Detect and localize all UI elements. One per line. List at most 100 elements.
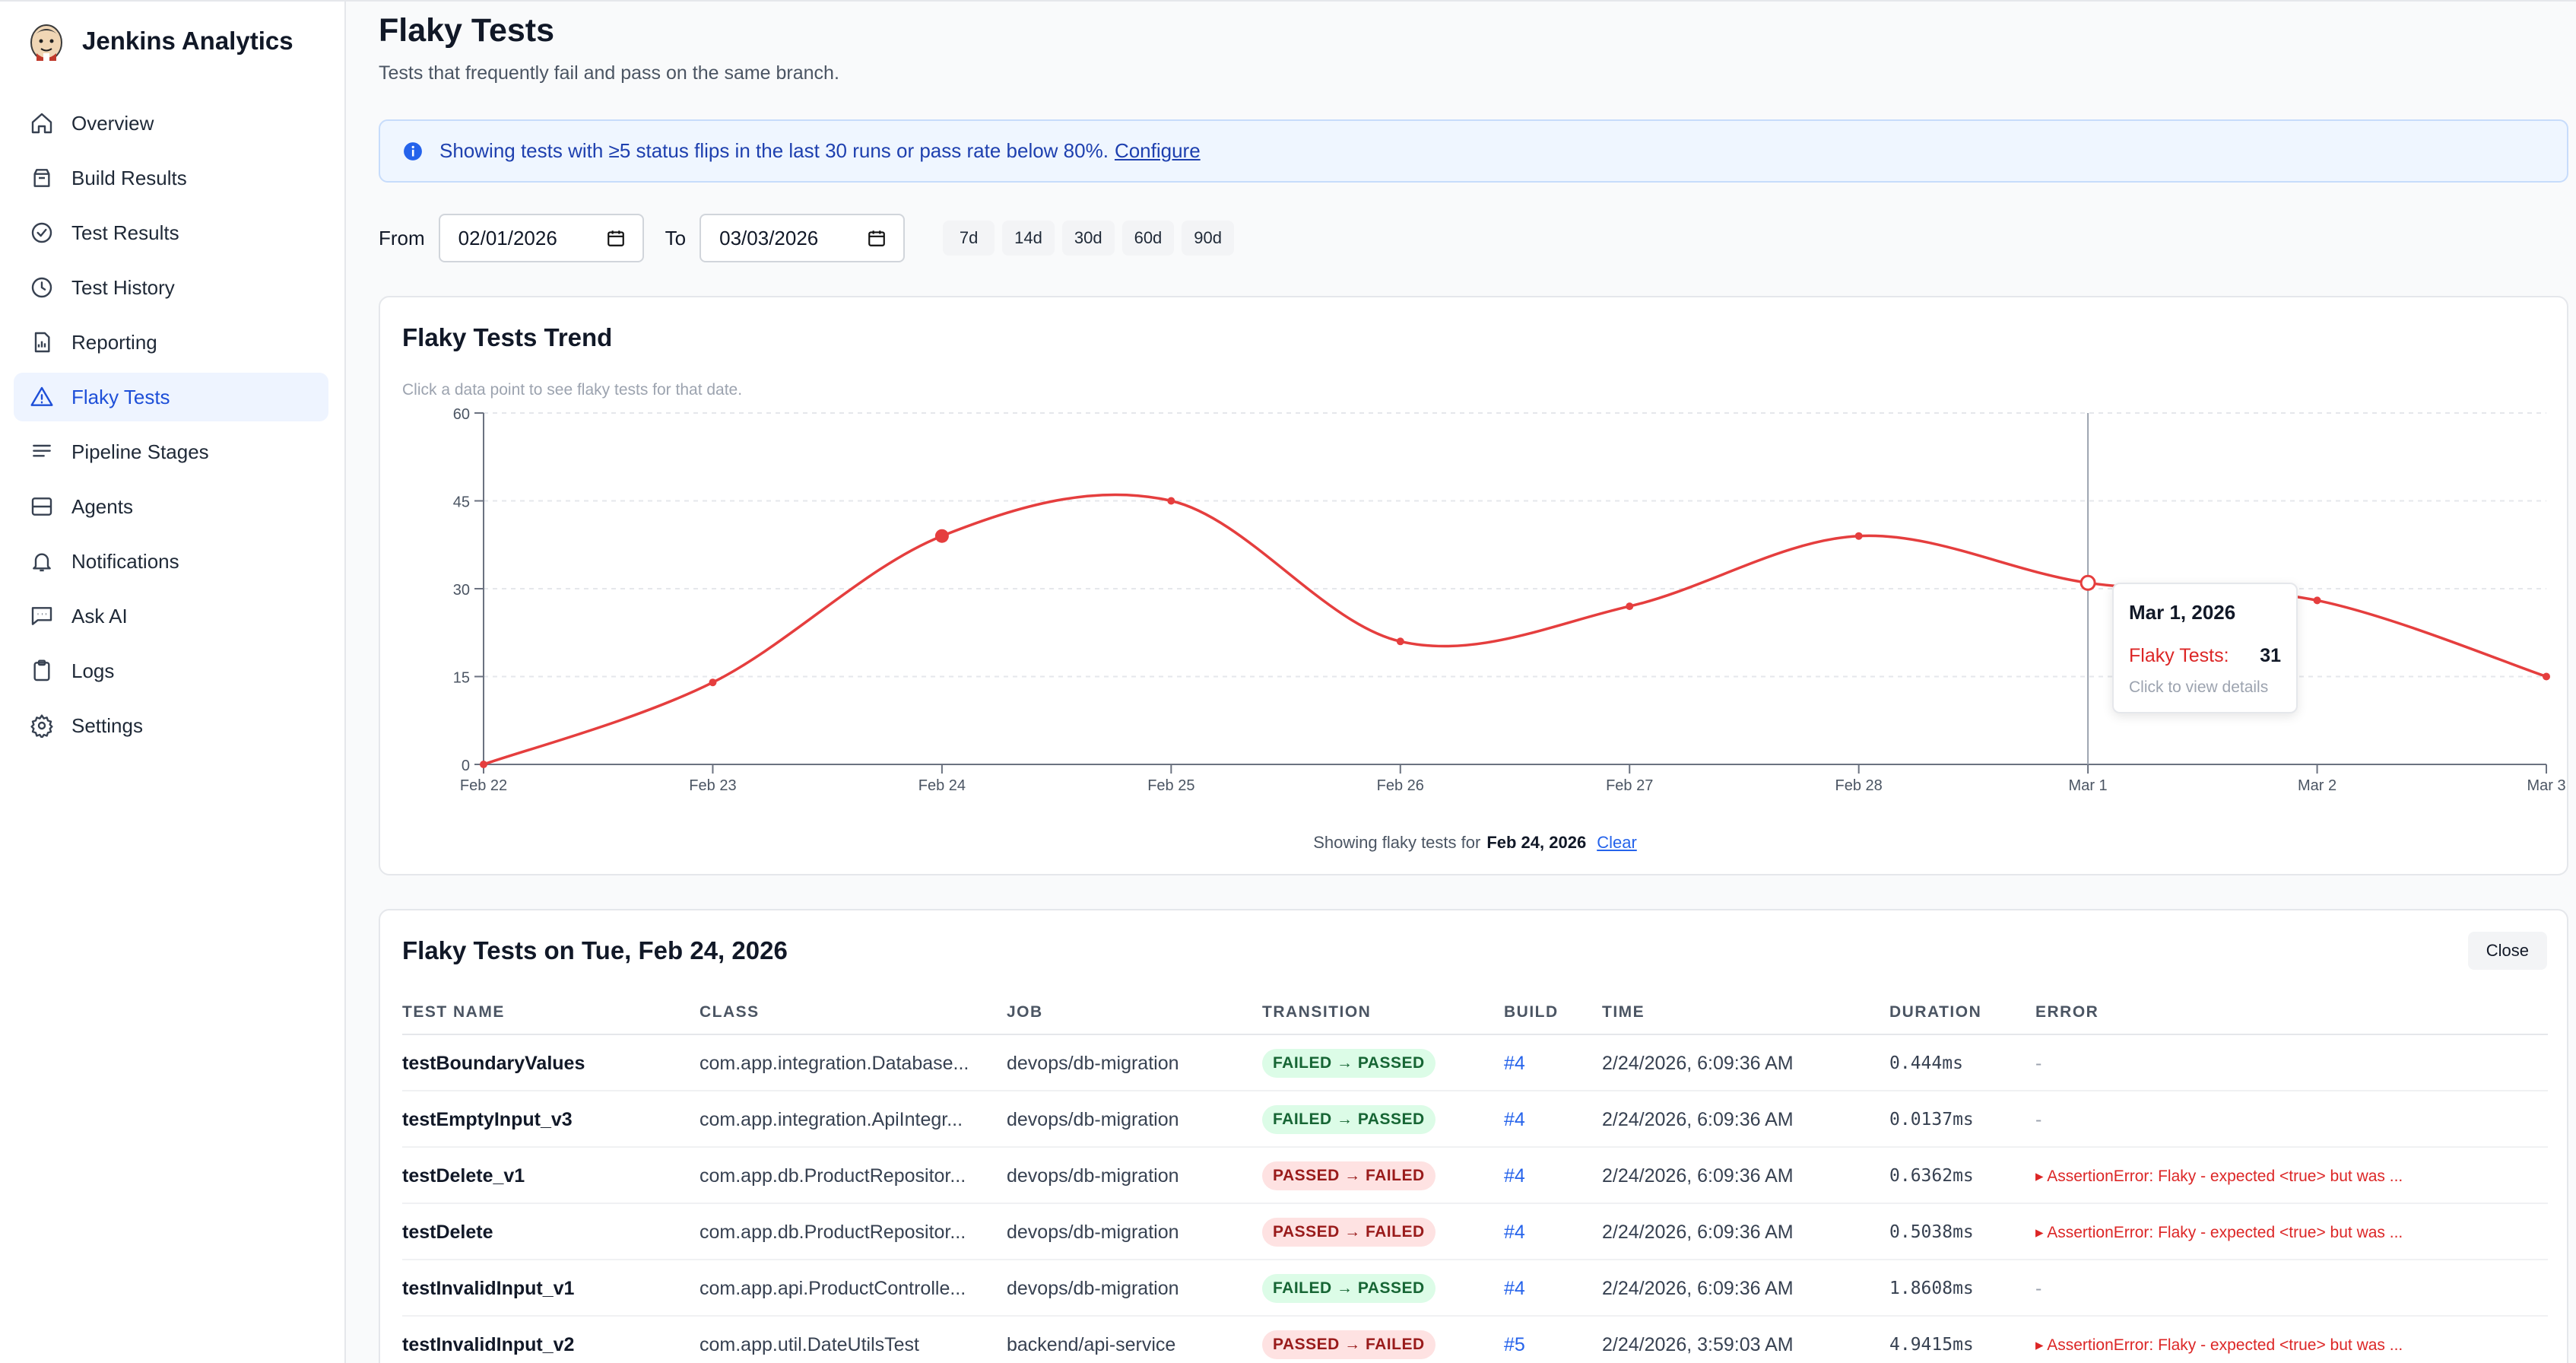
banner-text: Showing tests with ≥5 status flips in th… [439, 139, 1109, 162]
to-date-input[interactable]: 03/03/2026 [700, 214, 906, 262]
sidebar-item-flaky-tests[interactable]: Flaky Tests [14, 373, 328, 421]
build-link[interactable]: #4 [1504, 1164, 1525, 1187]
table-row[interactable]: testDelete com.app.db.ProductRepositor...… [402, 1204, 2548, 1260]
sidebar-item-reporting[interactable]: Reporting [14, 318, 328, 367]
sidebar-item-settings[interactable]: Settings [14, 701, 328, 750]
build-link[interactable]: #5 [1504, 1333, 1525, 1355]
header-test-name[interactable]: TEST NAME [402, 1003, 505, 1021]
test-name-cell: testDelete_v1 [402, 1164, 525, 1187]
sidebar-item-ask-ai[interactable]: Ask AI [14, 592, 328, 640]
chart-hint: Click a data point to see flaky tests fo… [402, 381, 743, 399]
header-build[interactable]: BUILD [1504, 1003, 1559, 1021]
sidebar-item-label: Logs [71, 659, 115, 682]
gear-icon [29, 713, 55, 739]
report-icon [29, 329, 55, 355]
data-point[interactable] [709, 678, 717, 687]
class-cell: com.app.integration.Database... [700, 1052, 969, 1074]
chart-selection-footer: Showing flaky tests for Feb 24, 2026 Clear [380, 833, 2570, 853]
data-point[interactable] [480, 761, 487, 768]
sidebar-item-notifications[interactable]: Notifications [14, 537, 328, 586]
sidebar-item-agents[interactable]: Agents [14, 482, 328, 531]
sidebar-item-label: Agents [71, 494, 133, 518]
app-title: Jenkins Analytics [82, 27, 293, 55]
from-date-input[interactable]: 02/01/2026 [438, 214, 644, 262]
calendar-icon[interactable] [606, 228, 626, 248]
data-point[interactable] [1626, 602, 1634, 611]
error-cell: ▸ AssertionError: Flaky - expected <true… [2035, 1223, 2403, 1241]
sidebar-item-label: Flaky Tests [71, 385, 170, 408]
data-point[interactable] [2313, 596, 2321, 605]
chart-tooltip: Mar 1, 2026 Flaky Tests: 31 Click to vie… [2112, 583, 2298, 713]
sidebar-item-label: Test Results [71, 221, 179, 244]
data-point-selected[interactable] [934, 529, 949, 543]
duration-cell: 0.0137ms [1889, 1110, 1974, 1129]
sidebar-item-test-results[interactable]: Test Results [14, 208, 328, 257]
warning-triangle-icon [29, 384, 55, 410]
table-row[interactable]: testEmptyInput_v3 com.app.integration.Api… [402, 1091, 2548, 1148]
sidebar-item-label: Reporting [71, 330, 157, 354]
sidebar-item-overview[interactable]: Overview [14, 99, 328, 148]
selection-date: Feb 24, 2026 [1486, 833, 1587, 852]
time-cell: 2/24/2026, 6:09:36 AM [1602, 1164, 1794, 1187]
build-link[interactable]: #4 [1504, 1108, 1525, 1130]
transition-badge: PASSED → FAILED [1262, 1330, 1436, 1359]
sidebar-item-label: Test History [71, 275, 175, 299]
preset-30d-button[interactable]: 30d [1061, 221, 1115, 256]
duration-cell: 0.5038ms [1889, 1222, 1974, 1242]
data-point-hovered[interactable] [2080, 574, 2096, 591]
sidebar-item-pipeline-stages[interactable]: Pipeline Stages [14, 427, 328, 476]
tooltip-value: 31 [2260, 645, 2281, 666]
sidebar-item-label: Overview [71, 111, 154, 135]
error-cell: - [2035, 1108, 2042, 1130]
close-button[interactable]: Close [2467, 932, 2547, 970]
flaky-tests-table: TEST NAME CLASS JOB TRANSITION BUILD TIM… [402, 987, 2548, 1363]
calendar-icon[interactable] [867, 228, 887, 248]
flaky-trend-chart[interactable]: 0 15 30 45 60 Feb 22 Feb 23 Feb 24 Feb 25 Feb 26 F… [380, 404, 2570, 799]
build-link[interactable]: #4 [1504, 1277, 1525, 1299]
x-tick-label: Feb 24 [918, 777, 966, 794]
table-row[interactable]: testBoundaryValues com.app.integration.Da… [402, 1035, 2548, 1091]
table-row[interactable]: testDelete_v1 com.app.db.ProductRepositor… [402, 1148, 2548, 1204]
page-title: Flaky Tests [379, 12, 555, 49]
time-cell: 2/24/2026, 6:09:36 AM [1602, 1108, 1794, 1130]
table-row[interactable]: testInvalidInput_v1 com.app.api.ProductCo… [402, 1260, 2548, 1317]
error-cell: ▸ AssertionError: Flaky - expected <true… [2035, 1336, 2403, 1354]
header-duration[interactable]: DURATION [1889, 1003, 1982, 1021]
data-point[interactable] [1854, 532, 1863, 540]
header-transition[interactable]: TRANSITION [1262, 1003, 1372, 1021]
preset-60d-button[interactable]: 60d [1121, 221, 1175, 256]
sidebar-item-test-history[interactable]: Test History [14, 263, 328, 312]
header-time[interactable]: TIME [1602, 1003, 1645, 1021]
package-icon [29, 165, 55, 191]
job-cell: devops/db-migration [1007, 1164, 1179, 1187]
time-cell: 2/24/2026, 6:09:36 AM [1602, 1221, 1794, 1243]
sidebar-item-logs[interactable]: Logs [14, 647, 328, 695]
configure-link[interactable]: Configure [1114, 139, 1201, 162]
preset-14d-button[interactable]: 14d [1002, 221, 1055, 256]
time-cell: 2/24/2026, 3:59:03 AM [1602, 1333, 1794, 1355]
header-class[interactable]: CLASS [700, 1003, 760, 1021]
clear-selection-link[interactable]: Clear [1597, 833, 1637, 852]
error-cell: ▸ AssertionError: Flaky - expected <true… [2035, 1167, 2403, 1185]
data-point[interactable] [1167, 497, 1175, 505]
transition-cell: FAILED → PASSED [1262, 1091, 1436, 1148]
bell-icon [29, 548, 55, 574]
build-link[interactable]: #4 [1504, 1052, 1525, 1074]
preset-7d-button[interactable]: 7d [943, 221, 995, 256]
header-error[interactable]: ERROR [2035, 1003, 2099, 1021]
build-link[interactable]: #4 [1504, 1221, 1525, 1243]
sidebar-nav: Overview Build Results Test Results Test… [14, 99, 328, 756]
from-label: From [379, 226, 425, 249]
flaky-trend-card: Flaky Tests Trend Click a data point to … [379, 296, 2568, 875]
transition-cell: PASSED → FAILED [1262, 1204, 1436, 1260]
table-row[interactable]: testInvalidInput_v2 com.app.util.DateUtil… [402, 1317, 2548, 1363]
sidebar-item-build-results[interactable]: Build Results [14, 154, 328, 202]
job-cell: backend/api-service [1007, 1333, 1176, 1355]
data-point[interactable] [1396, 637, 1404, 646]
data-point[interactable] [2543, 672, 2550, 681]
preset-90d-button[interactable]: 90d [1182, 221, 1235, 256]
list-icon [29, 439, 55, 465]
brand[interactable]: Jenkins Analytics [27, 20, 293, 62]
header-job[interactable]: JOB [1007, 1003, 1043, 1021]
sidebar: Jenkins Analytics Overview Build Results… [0, 2, 346, 1363]
